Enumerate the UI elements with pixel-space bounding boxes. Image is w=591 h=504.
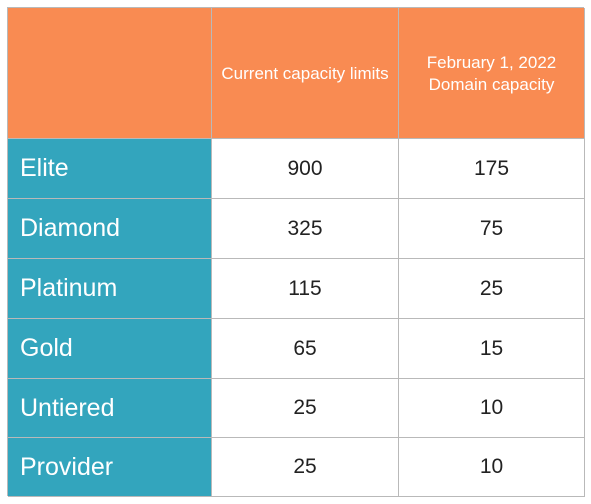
capacity-table: Current capacity limits February 1, 2022…: [7, 7, 585, 497]
tier-label: Diamond: [20, 214, 121, 242]
current-capacity-cell: 25: [212, 438, 399, 497]
tier-cell-gold: Gold: [8, 319, 212, 379]
current-capacity-cell: 900: [212, 139, 399, 199]
domain-capacity-cell: 75: [399, 199, 585, 259]
domain-capacity-cell: 175: [399, 139, 585, 199]
current-capacity-cell: 65: [212, 319, 399, 379]
current-capacity-cell: 115: [212, 259, 399, 319]
domain-capacity-value: 15: [479, 336, 504, 360]
tier-label: Platinum: [20, 274, 118, 302]
domain-capacity-cell: 10: [399, 379, 585, 438]
domain-capacity-value: 75: [479, 216, 504, 240]
tier-cell-elite: Elite: [8, 139, 212, 199]
header-current-capacity-label: Current capacity limits: [221, 64, 389, 83]
tier-label: Elite: [20, 154, 69, 182]
tier-label: Provider: [20, 452, 114, 481]
header-domain-capacity-label: February 1, 2022 Domain capacity: [426, 53, 557, 94]
tier-label: Untiered: [20, 393, 115, 422]
tier-cell-provider: Provider: [8, 438, 212, 497]
domain-capacity-cell: 10: [399, 438, 585, 497]
domain-capacity-value: 25: [479, 276, 504, 300]
current-capacity-value: 900: [287, 156, 323, 180]
current-capacity-cell: 25: [212, 379, 399, 438]
current-capacity-value: 115: [288, 276, 322, 300]
current-capacity-cell: 325: [212, 199, 399, 259]
header-domain-capacity: February 1, 2022 Domain capacity: [399, 8, 585, 139]
tier-cell-platinum: Platinum: [8, 259, 212, 319]
domain-capacity-value: 10: [479, 455, 504, 478]
current-capacity-value: 25: [293, 455, 317, 478]
domain-capacity-cell: 15: [399, 319, 585, 379]
current-capacity-value: 65: [293, 336, 317, 360]
domain-capacity-cell: 25: [399, 259, 585, 319]
header-corner-cell: [8, 8, 212, 139]
domain-capacity-value: 175: [473, 156, 510, 180]
current-capacity-value: 25: [293, 396, 317, 419]
tier-cell-diamond: Diamond: [8, 199, 212, 259]
header-current-capacity: Current capacity limits: [212, 8, 399, 139]
domain-capacity-value: 10: [479, 396, 504, 419]
tier-cell-untiered: Untiered: [8, 379, 212, 438]
tier-label: Gold: [20, 334, 73, 362]
current-capacity-value: 325: [287, 216, 323, 240]
